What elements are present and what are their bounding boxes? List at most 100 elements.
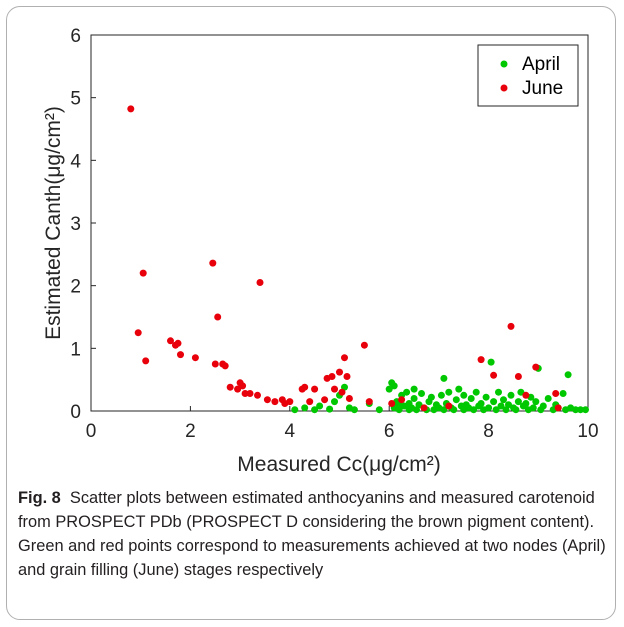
data-point-april [539, 402, 547, 410]
data-point-april [410, 395, 418, 402]
data-point-april [450, 406, 458, 414]
series-april [291, 358, 589, 414]
data-point-june [306, 398, 314, 406]
data-point-june [311, 385, 319, 393]
data-point-april [577, 406, 584, 414]
x-tick-label: 0 [86, 421, 97, 442]
data-point-april [497, 402, 505, 410]
data-point-april [512, 406, 520, 414]
data-point-june [226, 383, 234, 391]
data-point-june [177, 351, 184, 359]
scatter-chart: 0 2 4 6 8 10 0 1 2 3 4 5 6 Measured Cc(μg/cm²) Esti… [42, 26, 599, 476]
data-point-june [286, 398, 294, 406]
series-june [127, 105, 562, 412]
data-point-june [301, 383, 309, 391]
y-tick-label: 5 [70, 89, 81, 110]
data-point-june [256, 279, 264, 286]
data-point-june [336, 368, 343, 376]
data-point-april [395, 406, 403, 414]
data-point-april [500, 396, 507, 404]
data-point-june [477, 356, 485, 364]
data-point-june [360, 341, 368, 349]
data-point-april [291, 406, 299, 414]
data-point-june [221, 362, 229, 370]
data-point-april [564, 371, 572, 379]
data-point-april [582, 406, 589, 414]
legend-april-marker [500, 60, 508, 68]
data-point-april [326, 405, 334, 413]
data-point-april [487, 358, 495, 366]
data-point-june [214, 313, 222, 321]
data-point-june [167, 337, 174, 345]
data-point-june [522, 391, 530, 399]
data-point-june [365, 398, 373, 406]
data-point-april [460, 391, 468, 399]
data-point-april [440, 406, 448, 414]
data-point-april [455, 385, 463, 393]
data-point-june [338, 388, 346, 396]
data-point-june [507, 322, 515, 330]
data-point-april [467, 395, 475, 402]
data-point-june [552, 390, 560, 397]
data-point-june [554, 404, 562, 412]
data-point-june [388, 400, 396, 407]
data-point-june [211, 360, 219, 368]
data-point-june [514, 373, 522, 380]
data-point-june [127, 105, 135, 113]
legend-box [477, 44, 579, 107]
data-point-april [514, 398, 522, 406]
data-point-april [529, 404, 537, 412]
data-point-april [544, 395, 552, 402]
data-point-june [139, 269, 147, 277]
data-point-april [572, 406, 580, 414]
data-point-june [254, 391, 261, 399]
caption-label: Fig. 8 [18, 489, 61, 507]
data-point-april [385, 385, 393, 393]
data-point-april [311, 406, 319, 414]
data-point-april [470, 406, 478, 414]
data-point-april [415, 401, 423, 409]
data-point-april [477, 400, 485, 407]
x-axis-title: Measured Cc(μg/cm²) [237, 453, 440, 476]
data-point-april [517, 388, 525, 396]
data-point-june [263, 396, 271, 404]
data-point-april [375, 406, 383, 414]
data-point-april [559, 390, 567, 397]
data-point-june [445, 402, 453, 410]
data-point-june [490, 371, 498, 379]
data-point-april [490, 398, 498, 406]
data-point-april [505, 401, 512, 409]
data-point-april [492, 406, 500, 414]
data-point-april [452, 396, 460, 404]
data-point-june [328, 373, 336, 380]
y-axis-title: Estimated Canth(μg/cm²) [42, 106, 65, 340]
caption-text: Scatter plots between estimated anthocya… [18, 489, 606, 579]
y-axis: 0 1 2 3 4 5 6 [70, 26, 96, 423]
y-tick-label: 4 [70, 151, 81, 172]
data-point-april [390, 382, 398, 390]
data-point-june [239, 382, 247, 390]
data-point-june [174, 339, 182, 347]
data-point-april [350, 406, 358, 414]
data-point-april [427, 393, 435, 401]
data-point-april [532, 398, 540, 406]
x-tick-label: 8 [483, 421, 494, 442]
data-point-june [134, 329, 142, 337]
data-point-june [341, 354, 348, 362]
y-tick-label: 6 [70, 26, 81, 47]
legend-april-label: April [522, 54, 560, 75]
data-point-april [331, 398, 338, 406]
x-tick-label: 4 [285, 421, 296, 442]
data-point-april [403, 388, 411, 396]
y-tick-label: 3 [70, 214, 81, 235]
data-point-june [209, 259, 217, 267]
x-tick-label: 6 [384, 421, 395, 442]
x-tick-label: 10 [577, 421, 598, 442]
data-point-june [420, 404, 428, 412]
data-point-april [418, 390, 425, 397]
y-tick-label: 1 [70, 339, 81, 360]
data-point-june [234, 385, 242, 393]
data-point-april [522, 400, 530, 407]
data-point-june [191, 354, 199, 362]
data-point-june [343, 373, 351, 380]
